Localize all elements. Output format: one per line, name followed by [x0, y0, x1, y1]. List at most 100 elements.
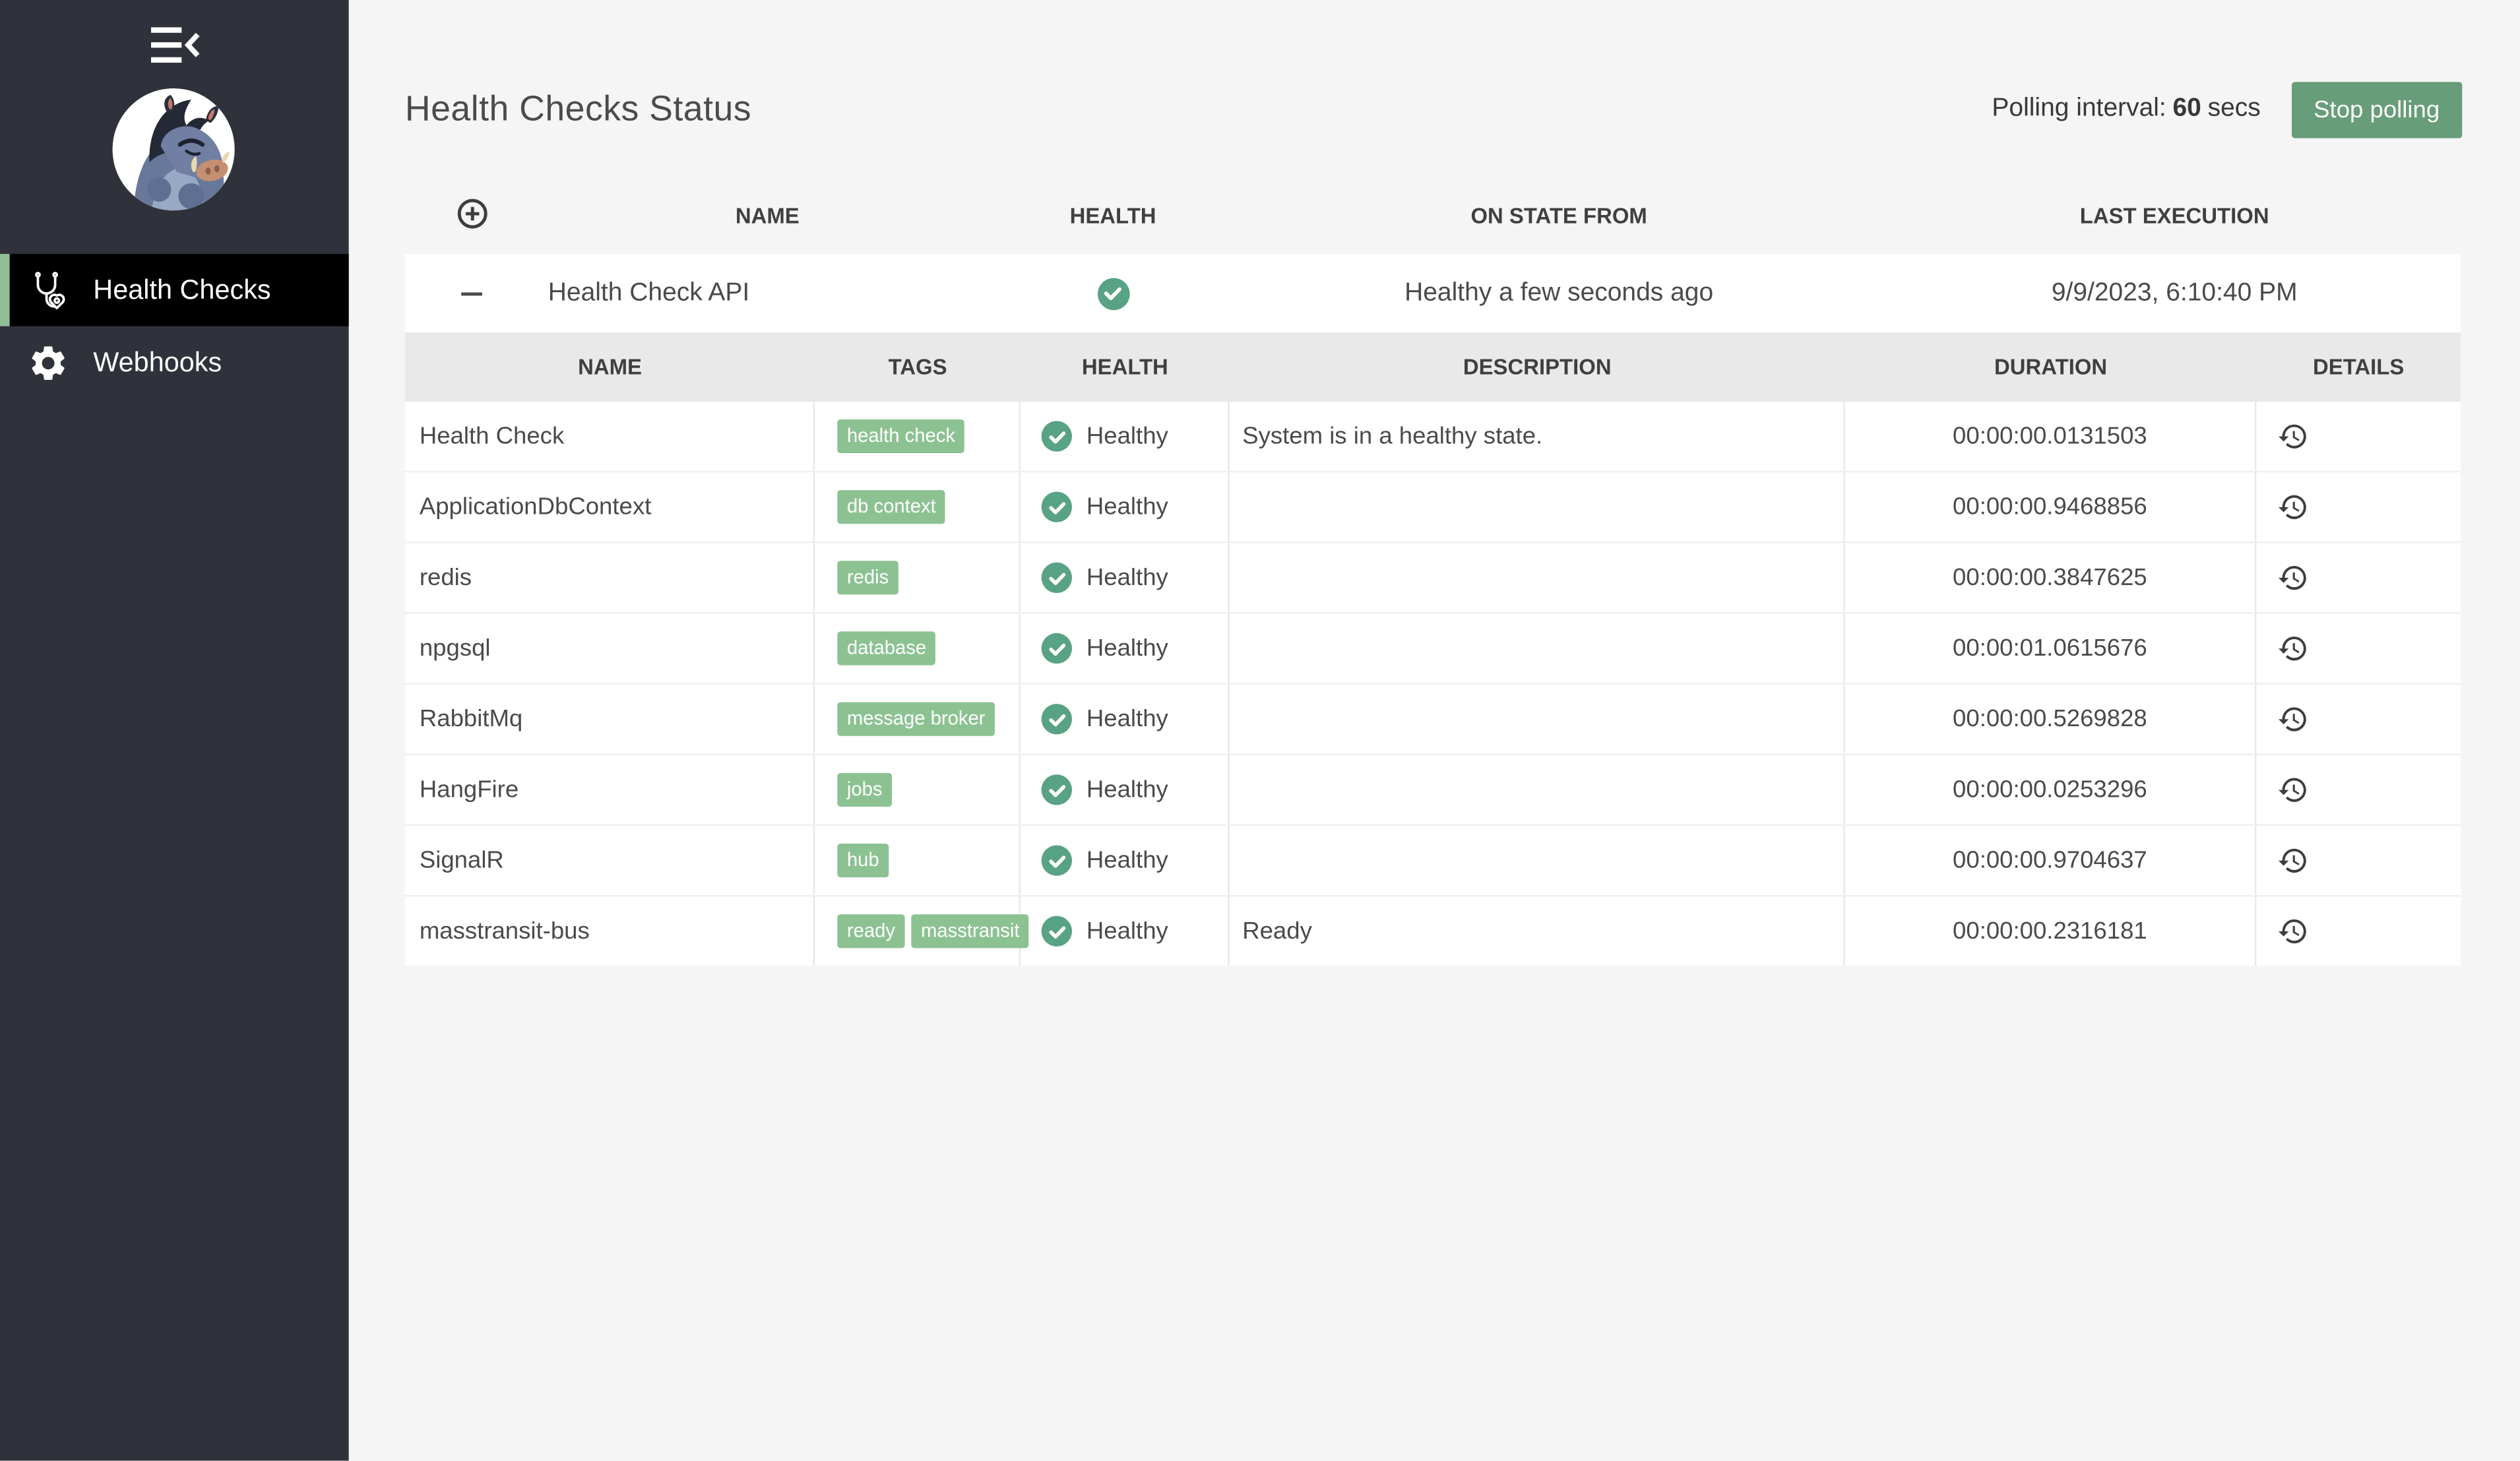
healthy-check-circle-icon: [1041, 633, 1072, 664]
page-title: Health Checks Status: [404, 88, 752, 129]
column-header-details: DETAILS: [2313, 355, 2405, 379]
sidebar-item-label: Webhooks: [93, 346, 222, 377]
table-row: HangFire jobs Healthy 00:00:00.0253296: [404, 753, 2461, 824]
check-description: Ready: [1230, 896, 1845, 966]
healthy-check-circle-icon: [1041, 421, 1072, 452]
gear-icon: [24, 338, 73, 387]
healthy-check-circle-icon: [1041, 845, 1072, 876]
check-description: [1230, 472, 1845, 542]
column-header-last-execution: LAST EXECUTION: [2079, 203, 2269, 228]
stop-polling-button[interactable]: Stop polling: [2291, 81, 2463, 138]
column-header-duration: DURATION: [1994, 355, 2108, 379]
menu-toggle-button[interactable]: [148, 22, 203, 67]
column-header-health: HEALTH: [1069, 203, 1156, 228]
check-description: [1230, 755, 1845, 824]
collapse-row-minus-icon[interactable]: [461, 292, 482, 295]
health-status-label: Healthy: [1086, 917, 1168, 945]
column-header-on-state-from: ON STATE FROM: [1470, 203, 1647, 228]
table-row: redis redis Healthy 00:00:00.3847625: [404, 542, 2461, 613]
check-description: [1230, 684, 1845, 754]
endpoints-table-header: NAME HEALTH ON STATE FROM LAST EXECUTION: [405, 177, 2461, 254]
details-history-icon[interactable]: [2277, 561, 2310, 594]
column-header-health: HEALTH: [1081, 355, 1168, 379]
main-content: Health Checks Status Polling interval: 6…: [349, 0, 2520, 1461]
boar-mascot-icon: [112, 88, 235, 211]
details-history-icon[interactable]: [2277, 420, 2310, 452]
sidebar-item-webhooks[interactable]: Webhooks: [0, 326, 349, 399]
health-status-label: Healthy: [1086, 705, 1168, 733]
menu-collapse-icon: [148, 27, 203, 73]
sidebar-item-health-checks[interactable]: Health Checks: [0, 253, 349, 326]
check-description: System is in a healthy state.: [1230, 402, 1845, 471]
column-header-description: DESCRIPTION: [1463, 355, 1612, 379]
details-history-icon[interactable]: [2277, 633, 2310, 665]
table-row: ApplicationDbContext db context Healthy …: [404, 470, 2461, 542]
column-header-name: NAME: [578, 355, 642, 379]
check-name: SignalR: [405, 826, 815, 895]
details-history-icon[interactable]: [2277, 703, 2310, 735]
tag-badge: redis: [837, 561, 898, 595]
tag-badge: ready: [837, 914, 905, 948]
tag-badge: masstransit: [911, 914, 1030, 948]
health-status-label: Healthy: [1086, 776, 1168, 804]
check-description: [1230, 826, 1845, 895]
check-duration: 00:00:00.3847625: [1845, 543, 2257, 613]
check-duration: 00:00:00.5269828: [1845, 684, 2257, 754]
health-checks-table: NAME HEALTH ON STATE FROM LAST EXECUTION…: [404, 177, 2461, 966]
check-description: [1230, 543, 1845, 613]
polling-interval-value: 60: [2172, 94, 2201, 123]
healthy-check-circle-icon: [1041, 774, 1072, 805]
tag-badge: message broker: [837, 702, 995, 736]
sidebar: Health Checks Webhooks: [0, 0, 349, 1461]
table-row: npgsql database Healthy 00:00:01.0615676: [404, 612, 2461, 683]
healthy-check-circle-icon: [1041, 491, 1072, 522]
tag-badge: db context: [837, 490, 946, 524]
check-duration: 00:00:01.0615676: [1845, 613, 2257, 683]
check-duration: 00:00:00.9704637: [1845, 826, 2257, 895]
column-header-tags: TAGS: [888, 355, 947, 379]
health-status-label: Healthy: [1086, 564, 1168, 592]
checks-table-header: NAME TAGS HEALTH DESCRIPTION DURATION DE…: [404, 332, 2461, 402]
tag-badge: jobs: [837, 772, 893, 807]
check-name: HangFire: [405, 755, 815, 824]
health-status-label: Healthy: [1086, 846, 1168, 875]
endpoint-last-execution: 9/9/2023, 6:10:40 PM: [2051, 278, 2298, 307]
check-name: npgsql: [405, 613, 815, 683]
details-history-icon[interactable]: [2277, 491, 2310, 523]
check-duration: 00:00:00.9468856: [1845, 472, 2257, 542]
expand-all-plus-circle-icon[interactable]: [456, 197, 488, 233]
tag-badge: hub: [837, 844, 889, 878]
table-row: masstransit-bus ready masstransit Health…: [404, 894, 2461, 966]
health-status-label: Healthy: [1086, 493, 1168, 521]
column-header-name: NAME: [735, 203, 800, 228]
polling-controls: Polling interval: 60 secs Stop polling: [1992, 81, 2463, 138]
healthy-check-circle-icon: [1041, 562, 1072, 593]
sidebar-nav: Health Checks Webhooks: [0, 253, 349, 399]
sidebar-item-label: Health Checks: [93, 274, 271, 305]
check-name: masstransit-bus: [405, 896, 815, 966]
check-name: ApplicationDbContext: [405, 472, 815, 542]
check-duration: 00:00:00.0253296: [1845, 755, 2257, 824]
endpoint-name: Health Check API: [548, 278, 750, 307]
check-name: RabbitMq: [405, 684, 815, 754]
table-row: SignalR hub Healthy 00:00:00.9704637: [404, 824, 2461, 895]
endpoint-row: Health Check API Healthy a few seconds a…: [404, 253, 2461, 333]
details-history-icon[interactable]: [2277, 844, 2310, 877]
healthy-check-circle-icon: [1041, 916, 1072, 947]
endpoint-on-state-from: Healthy a few seconds ago: [1404, 278, 1714, 307]
healthy-check-circle-icon: [1041, 704, 1072, 735]
check-duration: 00:00:00.0131503: [1845, 402, 2257, 471]
table-row: RabbitMq message broker Healthy 00:00:00…: [404, 683, 2461, 754]
tag-badge: database: [837, 631, 936, 666]
avatar: [112, 88, 235, 211]
stethoscope-icon: [24, 266, 73, 314]
topbar: Health Checks Status Polling interval: 6…: [404, 77, 2463, 141]
polling-interval-text: Polling interval: 60 secs: [1992, 95, 2260, 124]
check-name: Health Check: [405, 402, 815, 471]
health-status-label: Healthy: [1086, 635, 1168, 662]
tag-badge: health check: [837, 419, 965, 454]
details-history-icon[interactable]: [2277, 774, 2310, 806]
table-row: Health Check health check Healthy System…: [404, 402, 2461, 471]
details-history-icon[interactable]: [2277, 915, 2310, 947]
